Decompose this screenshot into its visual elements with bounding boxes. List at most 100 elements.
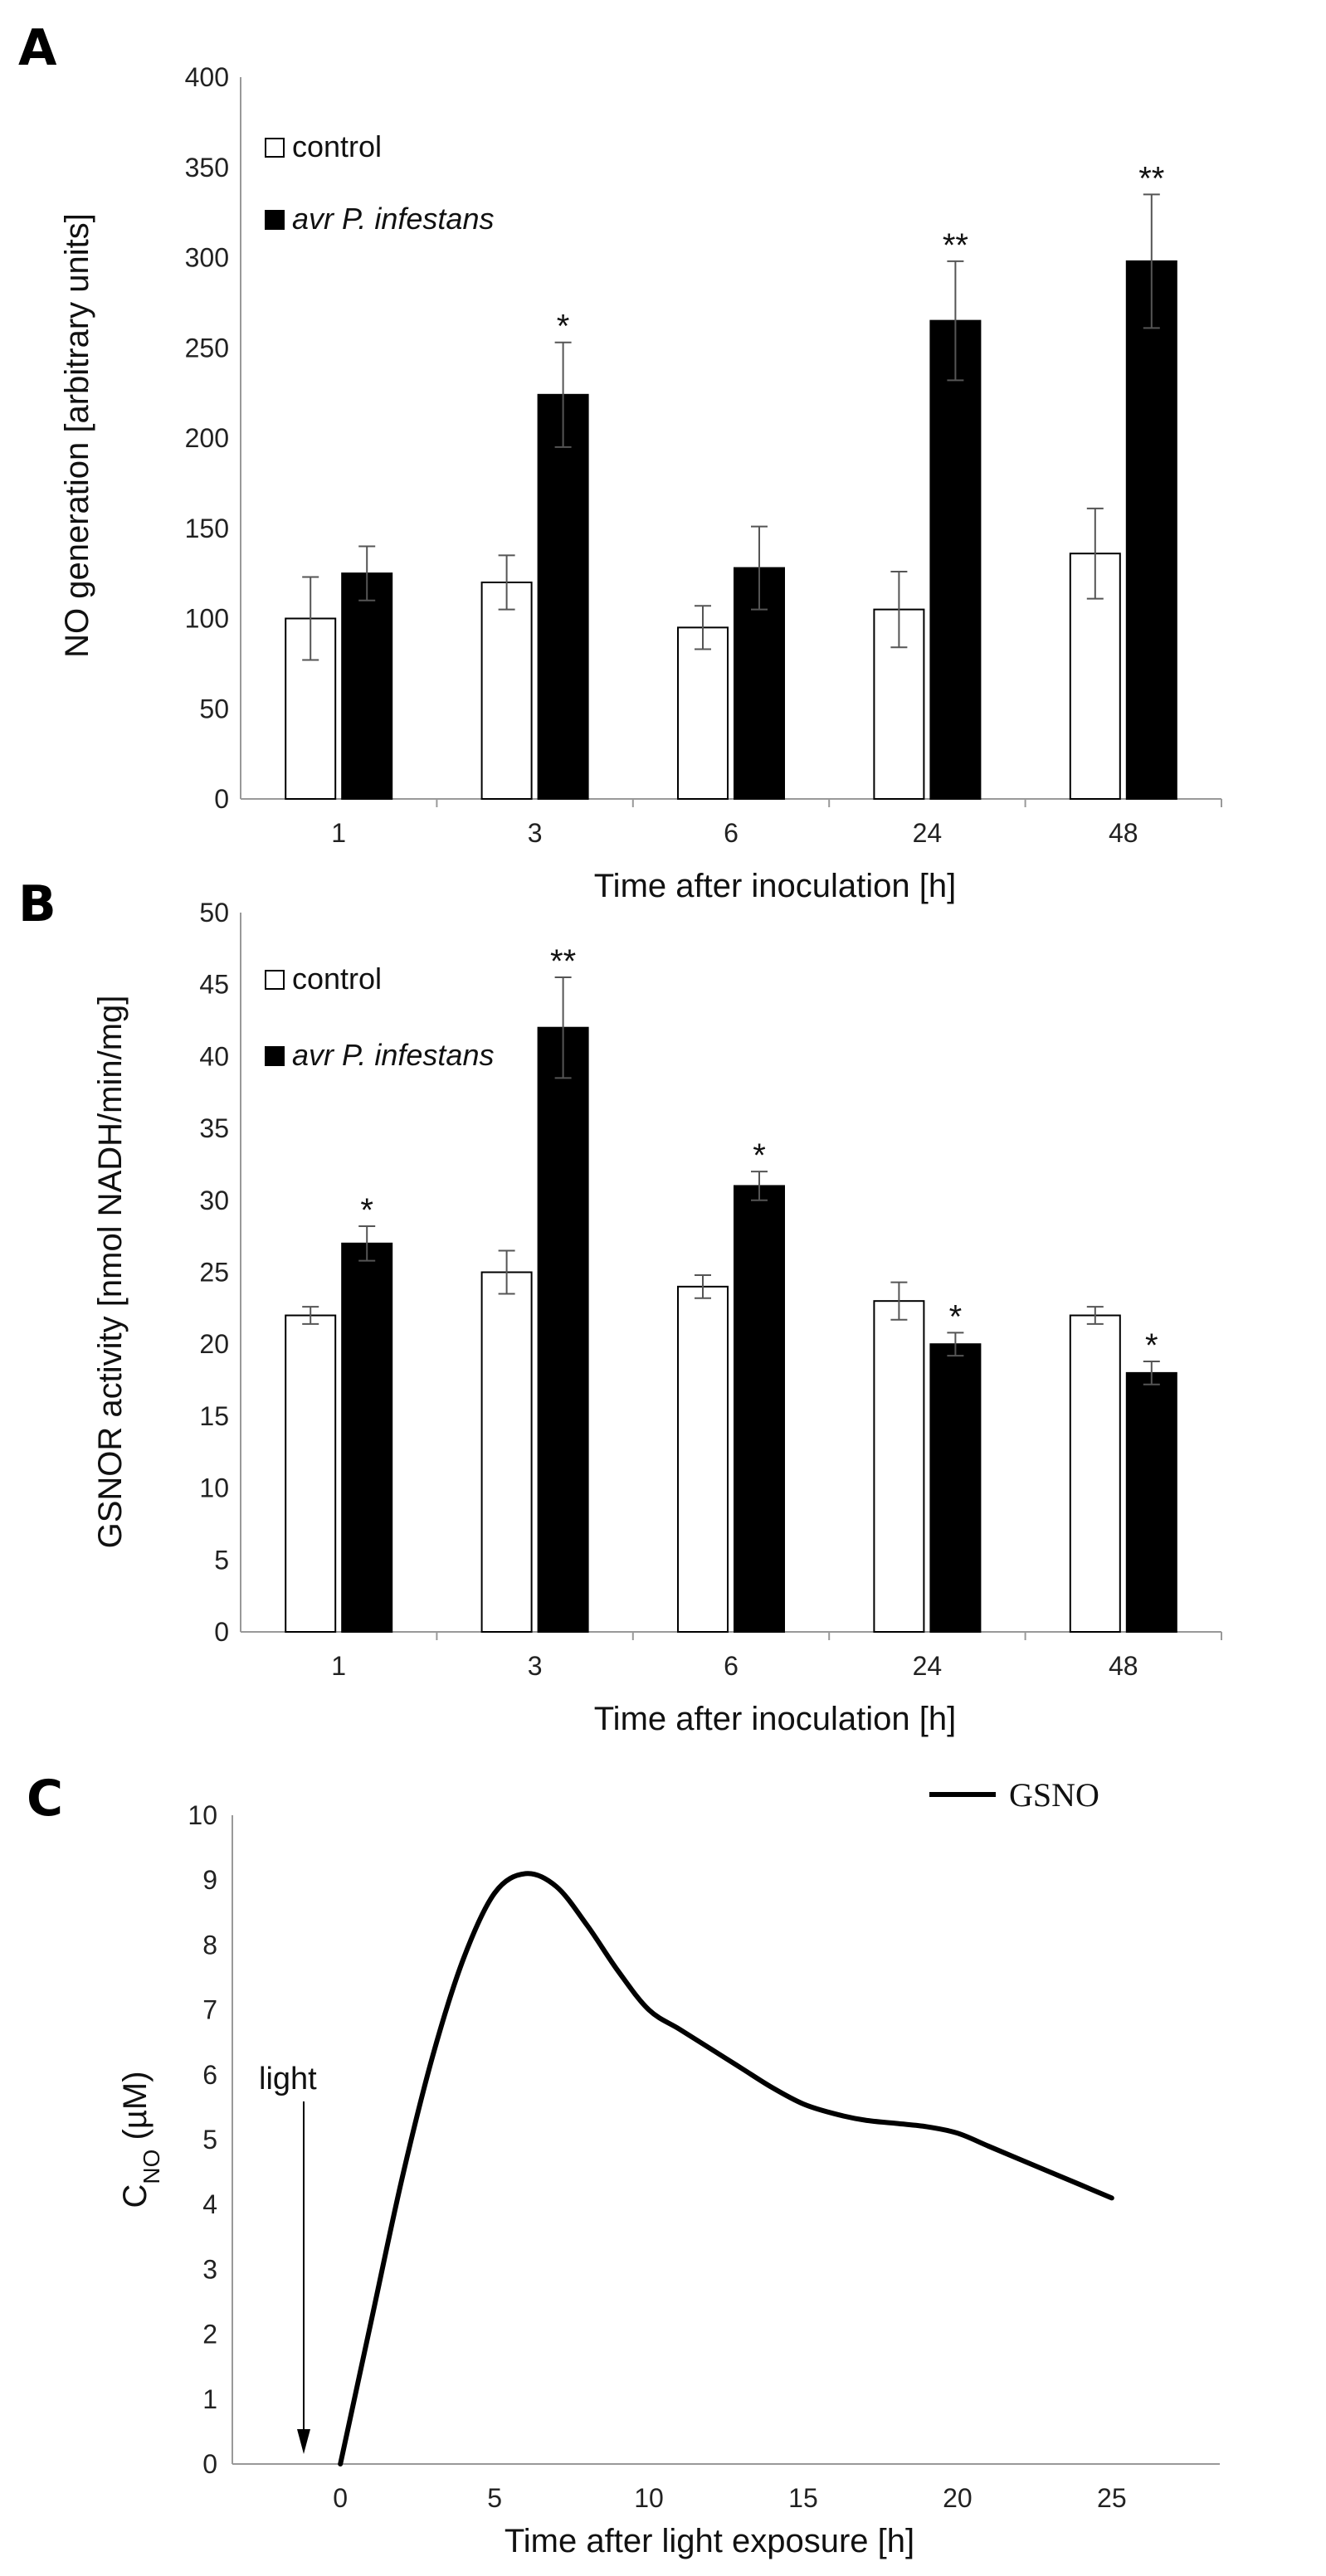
a-y-tick-4: 200 bbox=[185, 423, 229, 453]
c-x-tick-1: 5 bbox=[487, 2483, 502, 2513]
y-axis-title-a: NO generation [arbitrary units] bbox=[59, 213, 95, 658]
legend-swatch-avr bbox=[265, 210, 285, 230]
c-x-tick-3: 15 bbox=[788, 2483, 818, 2513]
c-y-tick-0: 0 bbox=[202, 2449, 217, 2479]
b-y-tick-9: 45 bbox=[199, 970, 229, 1000]
a-error-bar-control-6 bbox=[695, 605, 711, 650]
legend-label-avr: avr P. infestans bbox=[292, 202, 494, 236]
a-x-tick-0: 1 bbox=[331, 818, 346, 848]
b-bar-control-1 bbox=[285, 1314, 337, 1634]
panel-a-x-axis: 1 3 6 24 48 bbox=[241, 798, 1222, 848]
b-error-bar-avr-48 bbox=[1143, 1361, 1160, 1385]
a-y-tick-3: 150 bbox=[185, 514, 229, 543]
b-bar-avr-24 bbox=[929, 1343, 982, 1633]
c-x-tick-5: 25 bbox=[1097, 2483, 1127, 2513]
b-x-tick-4: 48 bbox=[1109, 1651, 1138, 1681]
panel-label-c: C bbox=[27, 1770, 63, 1828]
c-y-tick-5: 5 bbox=[202, 2125, 217, 2155]
b-bar-avr-3 bbox=[537, 1026, 589, 1633]
b-y-tick-4: 20 bbox=[199, 1329, 229, 1359]
b-y-tick-3: 15 bbox=[199, 1401, 229, 1431]
a-bar-avr-3 bbox=[537, 393, 589, 800]
legend-label-control-b: control bbox=[292, 962, 382, 996]
panel-a-bars: ***** bbox=[285, 160, 1177, 801]
b-error-bar-avr-3 bbox=[554, 976, 572, 1079]
b-y-tick-8: 40 bbox=[199, 1041, 229, 1071]
panel-c: C 0 1 2 3 4 5 6 7 8 9 10 0 5 10 15 20 25 GSNO light CNO… bbox=[27, 1770, 1220, 2559]
b-y-tick-0: 0 bbox=[214, 1617, 229, 1647]
b-significance-24: * bbox=[949, 1298, 963, 1335]
b-error-bar-control-1 bbox=[302, 1306, 319, 1325]
b-x-tick-3: 24 bbox=[913, 1651, 943, 1681]
b-bar-avr-1 bbox=[341, 1242, 393, 1633]
c-y-tick-3: 3 bbox=[202, 2254, 217, 2284]
b-y-tick-2: 10 bbox=[199, 1473, 229, 1503]
c-x-tick-4: 20 bbox=[943, 2483, 973, 2513]
b-error-bar-avr-1 bbox=[358, 1225, 376, 1262]
panel-b-bars: ****** bbox=[285, 943, 1177, 1634]
a-bar-avr-24 bbox=[929, 319, 982, 800]
x-axis-title-b: Time after inoculation [h] bbox=[594, 1701, 957, 1737]
legend-label-gsno: GSNO bbox=[1009, 1776, 1099, 1814]
a-y-tick-2: 100 bbox=[185, 604, 229, 634]
b-significance-48: * bbox=[1145, 1327, 1158, 1364]
a-bar-control-3 bbox=[480, 582, 533, 800]
a-error-bar-avr-3 bbox=[554, 341, 572, 448]
a-significance-48: ** bbox=[1138, 160, 1164, 197]
x-axis-title-c: Time after light exposure [h] bbox=[505, 2523, 914, 2559]
c-y-tick-9: 9 bbox=[202, 1865, 217, 1895]
b-bar-avr-48 bbox=[1125, 1371, 1177, 1633]
light-label: light bbox=[259, 2062, 317, 2096]
light-arrow-head bbox=[297, 2429, 310, 2454]
a-y-tick-0: 0 bbox=[214, 784, 229, 814]
b-y-tick-1: 5 bbox=[214, 1545, 229, 1575]
c-y-tick-6: 6 bbox=[202, 2060, 217, 2090]
light-annotation: light bbox=[259, 2062, 317, 2454]
b-error-bar-control-24 bbox=[890, 1281, 908, 1321]
b-bar-control-48 bbox=[1069, 1314, 1121, 1634]
a-error-bar-avr-24 bbox=[947, 260, 964, 382]
a-error-bar-control-48 bbox=[1086, 507, 1104, 600]
legend-label-control: control bbox=[292, 129, 382, 163]
a-error-bar-control-1 bbox=[302, 576, 319, 661]
panel-c-legend: GSNO bbox=[929, 1776, 1099, 1814]
a-x-tick-3: 24 bbox=[913, 818, 943, 848]
a-x-tick-2: 6 bbox=[724, 818, 739, 848]
panel-c-y-axis: 0 1 2 3 4 5 6 7 8 9 10 bbox=[188, 1800, 233, 2479]
a-error-bar-avr-48 bbox=[1143, 193, 1160, 329]
b-x-tick-0: 1 bbox=[331, 1651, 346, 1681]
a-error-bar-control-24 bbox=[890, 570, 908, 649]
b-y-tick-7: 35 bbox=[199, 1113, 229, 1143]
b-error-bar-control-48 bbox=[1086, 1306, 1104, 1325]
b-significance-1: * bbox=[360, 1192, 373, 1229]
y-axis-title-c: CNO (µM) bbox=[117, 2071, 164, 2208]
a-y-tick-5: 250 bbox=[185, 333, 229, 363]
a-bar-avr-1 bbox=[341, 572, 393, 800]
legend-swatch-control-b bbox=[265, 970, 285, 990]
b-y-tick-6: 30 bbox=[199, 1186, 229, 1215]
b-significance-3: ** bbox=[550, 943, 576, 980]
a-y-tick-7: 350 bbox=[185, 153, 229, 183]
c-x-tick-0: 0 bbox=[333, 2483, 348, 2513]
a-y-tick-1: 50 bbox=[199, 694, 229, 723]
panel-b-y-axis: 0 5 10 15 20 25 30 35 40 45 50 bbox=[199, 898, 241, 1647]
a-error-bar-avr-1 bbox=[358, 545, 376, 601]
c-y-tick-10: 10 bbox=[188, 1800, 217, 1830]
legend-swatch-control bbox=[265, 138, 285, 158]
b-significance-6: * bbox=[753, 1137, 766, 1174]
c-y-tick-8: 8 bbox=[202, 1930, 217, 1960]
b-x-tick-1: 3 bbox=[528, 1651, 543, 1681]
x-axis-title-a: Time after inoculation [h] bbox=[594, 868, 957, 904]
panel-label-b: B bbox=[18, 875, 56, 933]
b-x-tick-2: 6 bbox=[724, 1651, 739, 1681]
a-significance-3: * bbox=[557, 309, 570, 345]
c-y-tick-7: 7 bbox=[202, 1995, 217, 2025]
panel-c-x-axis: 0 5 10 15 20 25 bbox=[232, 2463, 1220, 2513]
b-error-bar-control-3 bbox=[498, 1249, 515, 1295]
panel-b-legend: control avr P. infestans bbox=[265, 962, 494, 1072]
a-significance-24: ** bbox=[943, 227, 968, 264]
a-x-tick-4: 48 bbox=[1109, 818, 1138, 848]
c-y-tick-1: 1 bbox=[202, 2384, 217, 2414]
c-y-tick-2: 2 bbox=[202, 2320, 217, 2350]
